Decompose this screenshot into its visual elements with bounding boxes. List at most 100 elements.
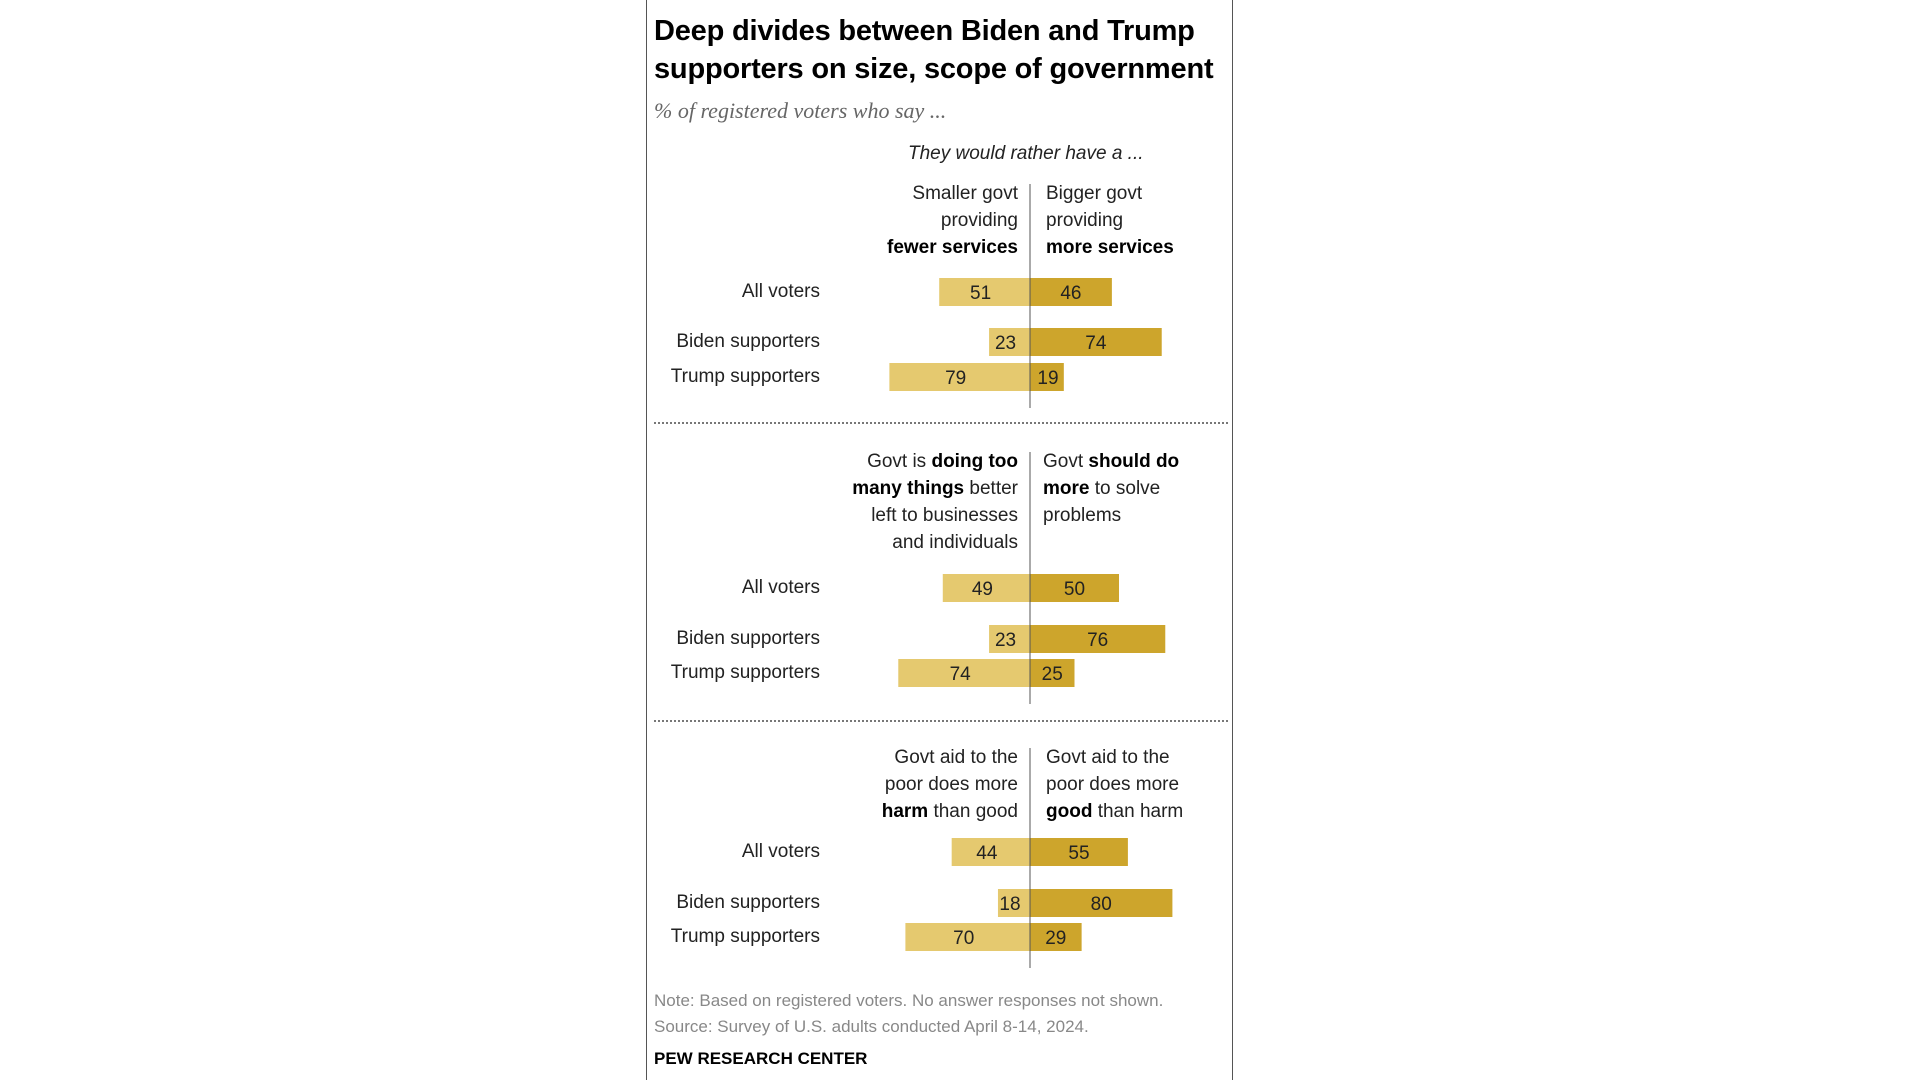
header-line: good than harm (1046, 798, 1183, 825)
header-text: Govt aid to the (1046, 747, 1170, 768)
header-line: fewer services (887, 234, 1018, 261)
header-line: many things better (852, 475, 1018, 502)
header-text: than harm (1092, 801, 1184, 822)
category-label: Trump supporters (671, 366, 820, 387)
header-text: Bigger govt (1046, 183, 1143, 204)
header-emphasis: many things (852, 478, 965, 499)
data-label-right: 55 (1068, 843, 1089, 864)
header-emphasis: harm (881, 801, 929, 822)
frame-left-rule (646, 0, 647, 1080)
panel-2-right-header: Govt should do more to solve problems (1043, 448, 1179, 529)
header-text: problems (1043, 505, 1122, 526)
header-line: Smaller govt (887, 180, 1018, 207)
chart-lead-in: They would rather have a ... (908, 143, 1144, 164)
frame-right-rule (1232, 0, 1233, 1080)
data-label-left: 70 (953, 928, 974, 949)
header-text: Smaller govt (912, 183, 1018, 204)
bar-right (1030, 574, 1119, 602)
category-label: All voters (742, 841, 820, 862)
header-text: better (964, 478, 1018, 499)
note-line: Note: Based on registered voters. No ans… (654, 991, 1164, 1010)
bar-right (1030, 328, 1162, 356)
data-label-left: 74 (950, 664, 972, 685)
header-line: left to businesses (852, 502, 1018, 529)
data-label-right: 46 (1060, 283, 1081, 304)
bar-left (939, 278, 1030, 306)
source-line: Source: Survey of U.S. adults conducted … (654, 1017, 1089, 1036)
chart-title: Deep divides between Biden and Trump sup… (654, 12, 1244, 88)
chart-title-line-2: supporters on size, scope of government (654, 53, 1214, 85)
chart-title-line-1: Deep divides between Biden and Trump (654, 15, 1195, 47)
bar-right (1030, 659, 1075, 687)
bar-right (1030, 625, 1166, 653)
panel-1-left-header: Smaller govt providing fewer services (887, 180, 1018, 261)
header-text: left to businesses (871, 505, 1018, 526)
header-text: poor does more (884, 774, 1018, 795)
panel-3-left-header: Govt aid to the poor does more harm than g… (882, 744, 1018, 825)
header-line: more services (1046, 234, 1174, 261)
data-label-left: 18 (999, 894, 1020, 915)
header-text: poor does more (1046, 774, 1180, 795)
bar-left (997, 889, 1030, 917)
header-line: Govt is doing too (852, 448, 1018, 475)
header-text: Govt (1043, 451, 1089, 472)
bar-right (1030, 278, 1112, 306)
data-label-left: 51 (970, 283, 991, 304)
data-label-left: 44 (976, 843, 998, 864)
bar-left (942, 574, 1030, 602)
header-line: problems (1043, 502, 1179, 529)
header-emphasis: doing too (931, 451, 1018, 472)
bar-left (898, 659, 1030, 687)
category-label: Biden supporters (676, 628, 820, 649)
header-emphasis: fewer services (887, 237, 1018, 258)
header-emphasis: should do (1088, 451, 1180, 472)
header-text: to solve (1089, 478, 1161, 499)
bar-left (889, 363, 1030, 391)
header-line: poor does more (1046, 771, 1183, 798)
panel-1-right-header: Bigger govt providing more services (1046, 180, 1174, 261)
data-label-right: 25 (1042, 664, 1063, 685)
header-line: Govt aid to the (882, 744, 1018, 771)
header-emphasis: more services (1046, 237, 1174, 258)
panel-divider-1 (654, 422, 1228, 424)
category-label: Trump supporters (671, 662, 820, 683)
header-text: Govt is (867, 451, 932, 472)
category-label: Trump supporters (671, 926, 820, 947)
data-label-left: 23 (995, 630, 1016, 651)
category-label: All voters (742, 577, 820, 598)
chart-subtitle: % of registered voters who say ... (654, 98, 947, 123)
data-label-right: 19 (1037, 368, 1058, 389)
header-emphasis: good (1046, 801, 1093, 822)
data-label-right: 50 (1064, 579, 1085, 600)
header-line: Govt should do (1043, 448, 1179, 475)
header-text: providing (1046, 210, 1124, 231)
data-label-left: 23 (995, 333, 1016, 354)
bar-right (1030, 889, 1173, 917)
header-line: poor does more (882, 771, 1018, 798)
diverging-bar-chart: 51 46 All voters 23 74 Biden supporters 79 19 Tr… (671, 184, 1173, 968)
chart-note: Note: Based on registered voters. No ans… (654, 988, 1163, 1040)
data-label-right: 29 (1045, 928, 1066, 949)
header-line: Bigger govt (1046, 180, 1174, 207)
header-text: than good (928, 801, 1018, 822)
bar-left (989, 328, 1030, 356)
header-line: and individuals (852, 529, 1018, 556)
category-label: Biden supporters (676, 892, 820, 913)
header-line: providing (1046, 207, 1174, 234)
bar-right (1030, 923, 1082, 951)
header-line: Govt aid to the (1046, 744, 1183, 771)
header-emphasis: more (1043, 478, 1090, 499)
header-text: and individuals (892, 532, 1018, 553)
category-label: Biden supporters (676, 331, 820, 352)
data-label-right: 80 (1091, 894, 1112, 915)
header-text: providing (940, 210, 1018, 231)
panel-3-right-header: Govt aid to the poor does more good than h… (1046, 744, 1183, 825)
data-label-left: 49 (972, 579, 993, 600)
category-label: All voters (742, 281, 820, 302)
bar-left (905, 923, 1030, 951)
data-label-right: 76 (1087, 630, 1108, 651)
panel-2-left-header: Govt is doing too many things better left … (852, 448, 1018, 556)
pew-research-center-logo: PEW RESEARCH CENTER (654, 1049, 868, 1068)
data-label-left: 79 (945, 368, 966, 389)
bar-left (989, 625, 1030, 653)
